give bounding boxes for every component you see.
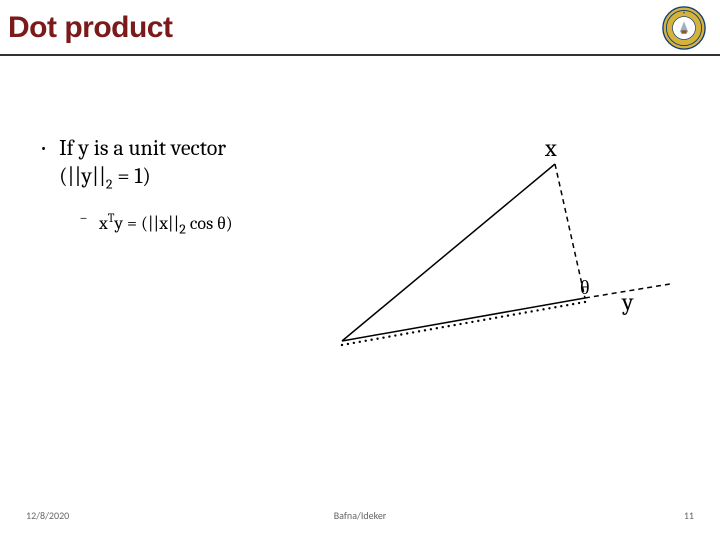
label-y: y (622, 288, 634, 316)
slide-body: • If y is a unit vector (||y||2 = 1) – x… (0, 56, 720, 536)
footer-date: 12/8/2020 (26, 509, 69, 522)
university-seal-icon: ✦ (662, 6, 706, 50)
slide-header: Dot product ✦ (0, 0, 720, 56)
bullet-line-1: If y is a unit vector (59, 134, 226, 162)
vector-diagram: x y θ (330, 136, 700, 356)
slide-title: Dot product (8, 11, 172, 45)
label-x: x (545, 134, 557, 162)
sub-bullet-text: xTy = (||x||2 cos θ) (99, 206, 233, 242)
footer-page-number: 11 (684, 509, 694, 522)
bullet-list: • If y is a unit vector (||y||2 = 1) – x… (40, 134, 233, 242)
sub-bullet-item: – xTy = (||x||2 cos θ) (80, 206, 233, 242)
bullet-text: If y is a unit vector (||y||2 = 1) (59, 134, 226, 198)
label-theta: θ (580, 276, 590, 300)
bullet-item: • If y is a unit vector (||y||2 = 1) (40, 134, 233, 198)
footer-author: Bafna/Ideker (334, 509, 387, 522)
bullet-dot-icon: • (40, 134, 47, 162)
diagram-svg (330, 136, 700, 356)
bullet-line-2: (||y||2 = 1) (59, 162, 226, 198)
dash-icon: – (80, 206, 87, 230)
